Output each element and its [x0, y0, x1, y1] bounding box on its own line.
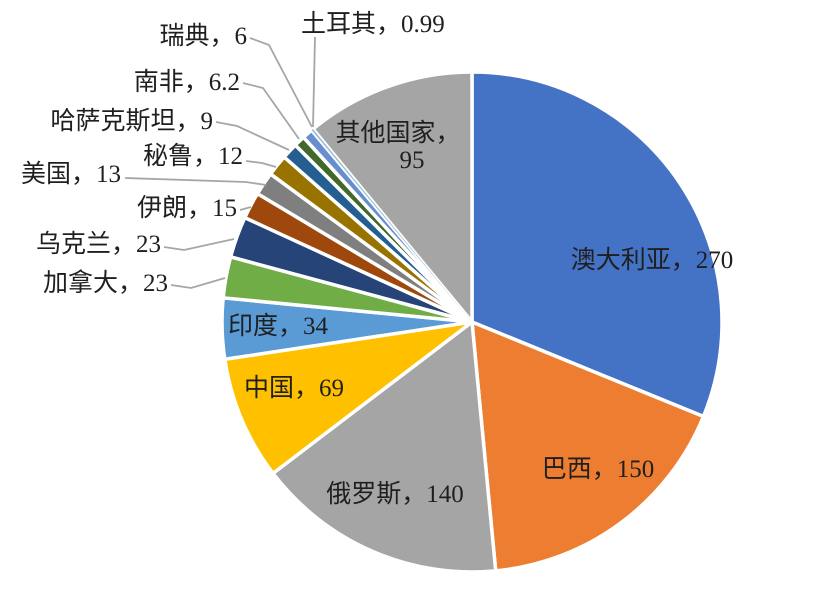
slice-label-usa: 美国，13: [21, 160, 121, 188]
leader-line-kazakhstan: [215, 121, 290, 151]
leader-line-south-africa: [242, 82, 300, 140]
pie-slice-other: [310, 70, 474, 327]
slice-label-ukraine: 乌克兰，23: [36, 230, 161, 258]
pie-slice-turkey-sliver: [311, 129, 472, 322]
slice-label-other: 其他国家，: [335, 119, 460, 147]
slice-label-canada: 加拿大，23: [43, 269, 168, 297]
slice-label-china: 中国，69: [244, 374, 344, 402]
slice-label-russia: 俄罗斯，140: [326, 480, 464, 508]
slice-label-peru: 秘鲁，12: [143, 142, 243, 170]
slice-label-brazil: 巴西，150: [542, 456, 655, 483]
slice-label-india: 印度，34: [228, 312, 329, 340]
slice-label-south-africa: 南非，6.2: [134, 68, 240, 96]
pie-slice-australia: [470, 70, 724, 419]
slice-label-iran: 伊朗，15: [137, 194, 237, 222]
slice-label-sweden: 瑞典，6: [159, 22, 247, 50]
pie-slice-brazil: [469, 319, 706, 573]
leader-line-peru: [245, 160, 277, 168]
leader-line-turkey: [312, 36, 316, 128]
slice-label-turkey: 土耳其，0.99: [301, 10, 445, 38]
leader-line-ukraine: [163, 238, 235, 251]
slice-label-other-value: 95: [400, 147, 425, 174]
leader-line-iran: [239, 206, 252, 211]
leader-line-canada: [170, 277, 226, 289]
pie-slice-russia: [270, 318, 498, 574]
pie-slice-china: [222, 320, 474, 476]
leader-line-sweden: [249, 37, 313, 128]
leader-line-usa: [124, 177, 267, 186]
slice-label-australia: 澳大利亚，270: [571, 246, 734, 274]
slice-label-kazakhstan: 哈萨克斯坦，9: [50, 107, 213, 135]
